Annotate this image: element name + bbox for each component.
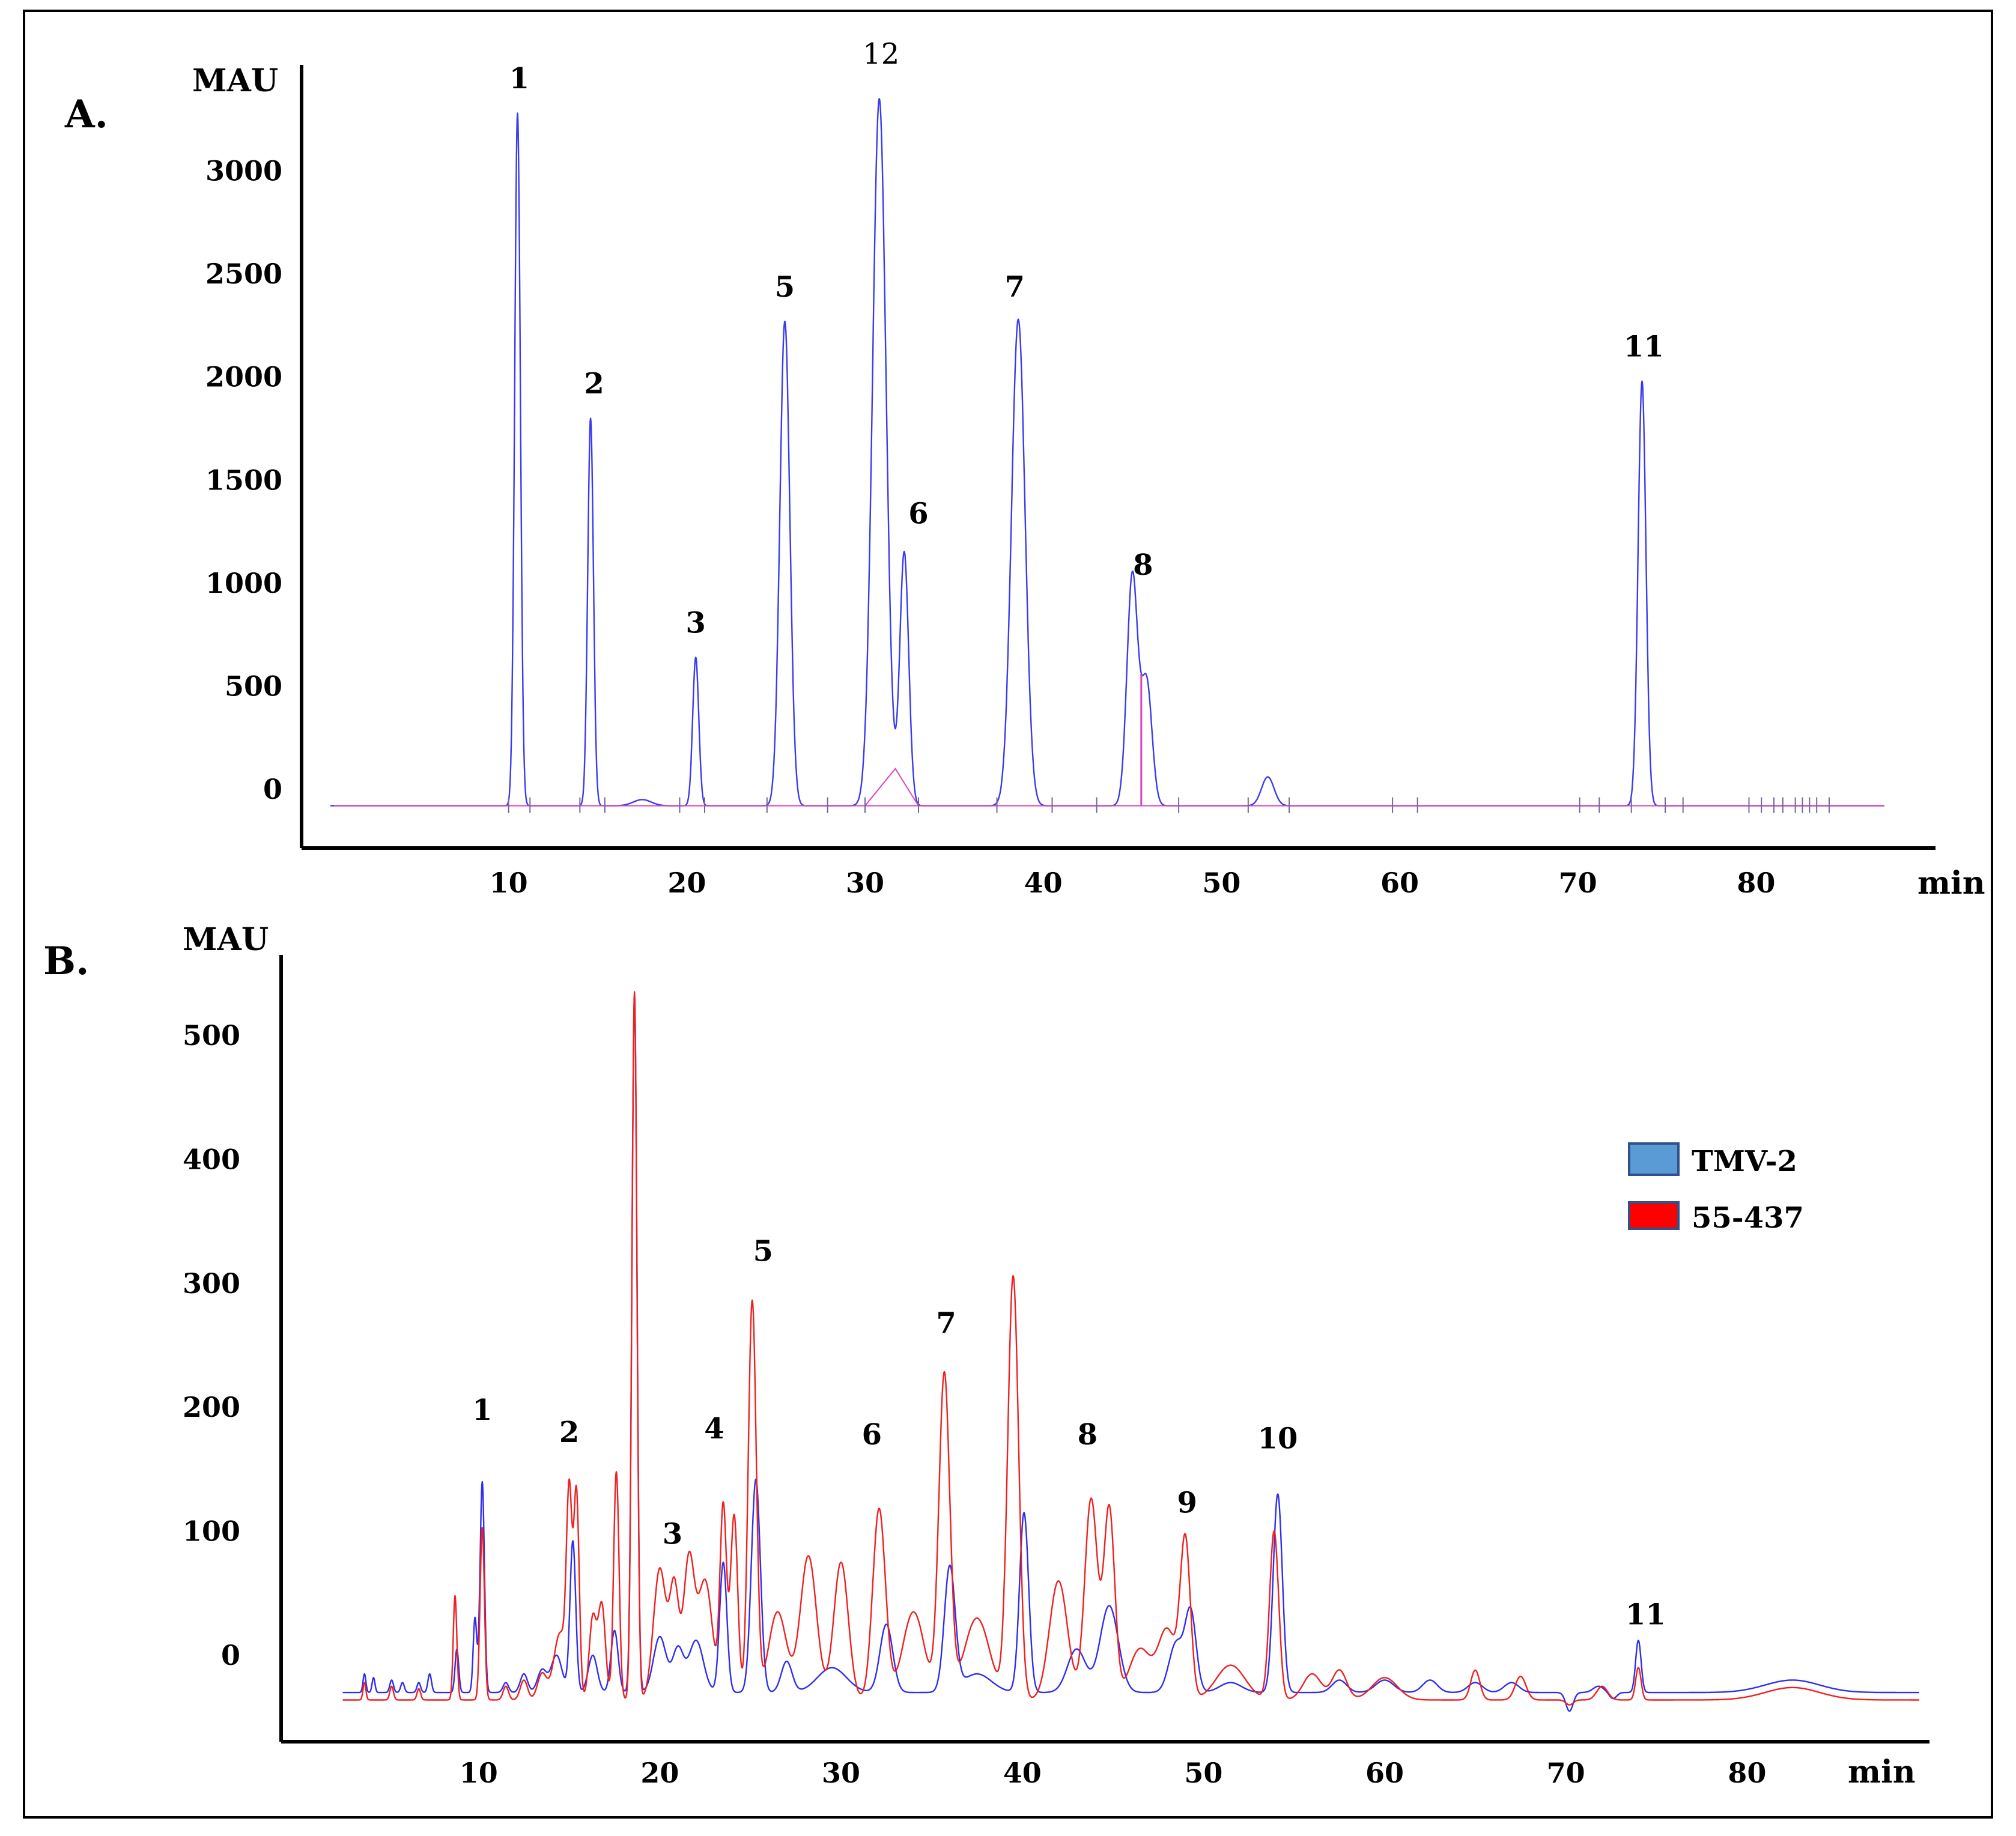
y-tick-label: 300 [183, 1267, 240, 1300]
x-tick-label: 50 [1202, 867, 1240, 899]
figure-border [23, 10, 1993, 1819]
peak-label: 3 [663, 1517, 682, 1551]
x-tick-label: 20 [640, 1757, 679, 1789]
peak-label: 6 [908, 497, 928, 530]
panel-b-plot: 0 100 200 300 400 500 10 20 30 40 50 60 70 80 1 2 3 4 5 6 7 8… [183, 955, 1929, 1789]
series-line-55-437 [342, 991, 1920, 1706]
x-tick-label: 70 [1547, 1757, 1585, 1789]
x-tick-label: 40 [1024, 867, 1063, 899]
x-tick-label: 10 [460, 1757, 498, 1789]
y-tick-label: 0 [221, 1639, 240, 1671]
peak-label: 1 [509, 62, 529, 95]
y-tick-label: 0 [263, 773, 282, 805]
y-tick-label: 100 [183, 1515, 240, 1548]
legend-label-tmv2: TMV-2 [1692, 1145, 1797, 1178]
peak-label: 9 [1177, 1486, 1197, 1520]
panel-b-label: B. [43, 939, 89, 984]
peak-label: 10 [1258, 1422, 1298, 1455]
x-tick-label: 10 [490, 867, 528, 899]
peak-label: 11 [1626, 1598, 1666, 1632]
peak-label: 8 [1078, 1418, 1098, 1452]
legend-swatch-55-437 [1628, 1201, 1680, 1230]
peak-label: 5 [775, 270, 795, 304]
peak-label: 11 [1624, 330, 1664, 363]
y-tick-label: 500 [225, 670, 282, 703]
integration-split [864, 768, 919, 807]
x-tick-label: 60 [1380, 867, 1419, 899]
x-tick-label: 20 [667, 867, 706, 899]
legend: TMV-2 55-437 [1628, 1142, 1804, 1235]
peak-label: 2 [559, 1416, 579, 1449]
x-tick-label: 60 [1365, 1757, 1404, 1789]
y-tick-label: 2000 [205, 361, 282, 393]
panel-a-ylabel: MAU [192, 62, 278, 99]
y-tick-label: 400 [183, 1143, 240, 1175]
peak-label: 4 [704, 1412, 724, 1446]
y-tick-label: 500 [183, 1019, 240, 1052]
x-tick-label: 70 [1559, 867, 1597, 899]
x-tick-label: 50 [1184, 1757, 1222, 1789]
peak-label: 6 [862, 1418, 882, 1452]
y-tick-label: 2500 [205, 258, 282, 290]
x-tick-label: 40 [1003, 1757, 1042, 1789]
peak-label: 1 [472, 1393, 492, 1427]
peak-label: 3 [685, 606, 705, 640]
peak-label: 8 [1133, 548, 1153, 582]
legend-swatch-tmv2 [1628, 1142, 1680, 1176]
peak-label: 2 [584, 367, 604, 401]
y-tick-label: 1000 [205, 567, 282, 599]
panel-a-plot: 0 500 1000 1500 2000 2500 3000 10 20 30 40 50 60 70 80… [205, 37, 1936, 899]
peak-label: 7 [936, 1306, 956, 1340]
x-tick-label: 80 [1737, 867, 1775, 899]
panel-b-ylabel: MAU [183, 921, 269, 958]
x-tick-label: 30 [846, 867, 884, 899]
x-tick-label: 80 [1728, 1757, 1766, 1789]
panel-b-xlabel: min [1848, 1754, 1916, 1790]
peak-label: 12 [863, 37, 899, 71]
series-line-tmv-2 [342, 997, 1920, 1712]
y-tick-label: 200 [183, 1391, 240, 1423]
legend-label-55-437: 55-437 [1692, 1201, 1804, 1235]
peak-label: 5 [753, 1235, 773, 1268]
peak-label: 7 [1004, 270, 1024, 304]
y-tick-label: 1500 [205, 464, 282, 496]
y-tick-label: 3000 [205, 154, 282, 187]
panel-a-xlabel: min [1917, 865, 1985, 901]
x-tick-label: 30 [822, 1757, 860, 1789]
panel-a-label: A. [64, 92, 108, 137]
